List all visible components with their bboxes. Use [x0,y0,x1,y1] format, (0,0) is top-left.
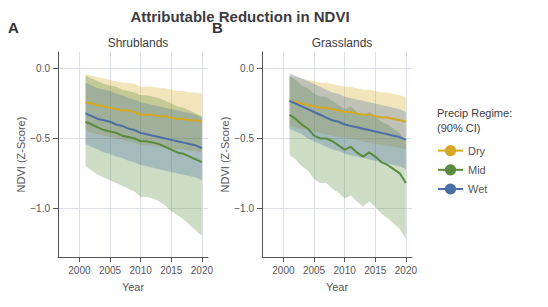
svg-text:−1.0: −1.0 [234,203,254,214]
svg-text:0.0: 0.0 [240,63,254,74]
svg-text:Grasslands: Grasslands [312,36,373,50]
svg-text:2000: 2000 [68,265,91,276]
svg-text:−0.5: −0.5 [234,133,254,144]
svg-text:2005: 2005 [99,265,122,276]
svg-text:2000: 2000 [272,265,295,276]
svg-text:NDVI (Z-Score): NDVI (Z-Score) [219,117,231,193]
svg-text:Attributable Reduction in NDVI: Attributable Reduction in NDVI [130,8,349,25]
svg-text:Mid: Mid [468,164,486,176]
svg-text:A: A [8,19,19,36]
svg-text:2010: 2010 [334,265,357,276]
svg-text:Year: Year [326,281,349,293]
svg-text:0.0: 0.0 [36,63,50,74]
svg-text:Precip Regime:: Precip Regime: [437,107,512,119]
svg-text:Shrublands: Shrublands [108,36,169,50]
svg-text:NDVI (Z-Score): NDVI (Z-Score) [15,117,27,193]
svg-text:2010: 2010 [130,265,153,276]
svg-text:−0.5: −0.5 [30,133,50,144]
svg-text:B: B [212,19,223,36]
svg-text:2020: 2020 [395,265,418,276]
svg-text:2020: 2020 [191,265,214,276]
svg-text:2015: 2015 [160,265,183,276]
svg-text:Dry: Dry [468,145,486,157]
svg-text:2005: 2005 [303,265,326,276]
svg-text:−1.0: −1.0 [30,203,50,214]
svg-text:(90% CI): (90% CI) [437,122,480,134]
svg-text:Wet: Wet [468,183,487,195]
svg-text:Year: Year [122,281,145,293]
svg-text:2015: 2015 [364,265,387,276]
